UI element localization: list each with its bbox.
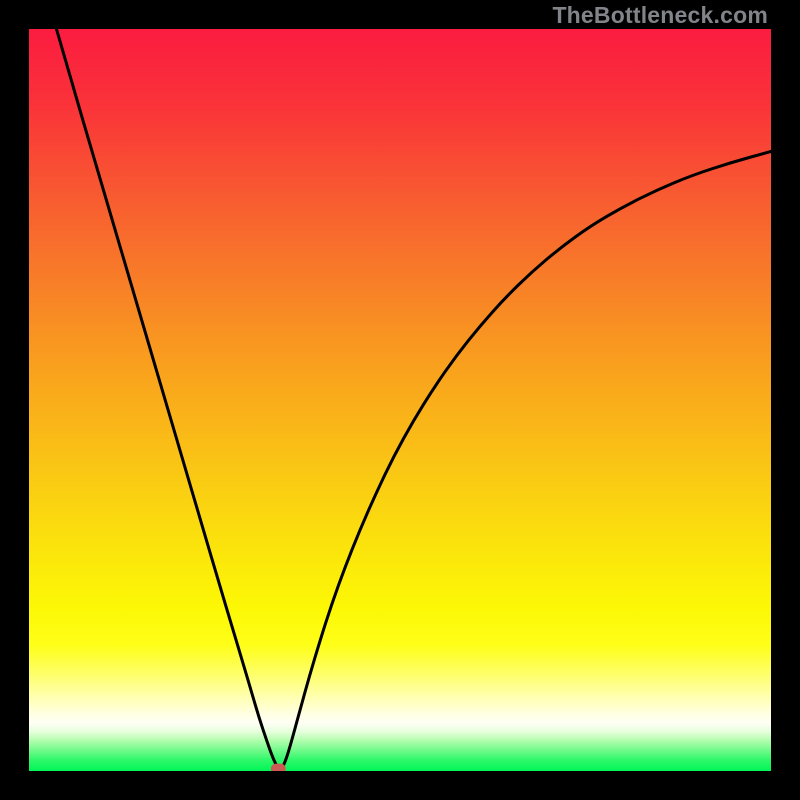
chart-svg — [29, 29, 771, 771]
watermark-label: TheBottleneck.com — [552, 2, 768, 29]
optimal-point-marker — [271, 764, 286, 771]
chart-background — [29, 29, 771, 771]
chart-frame: TheBottleneck.com — [0, 0, 800, 800]
bottleneck-chart — [29, 29, 771, 771]
